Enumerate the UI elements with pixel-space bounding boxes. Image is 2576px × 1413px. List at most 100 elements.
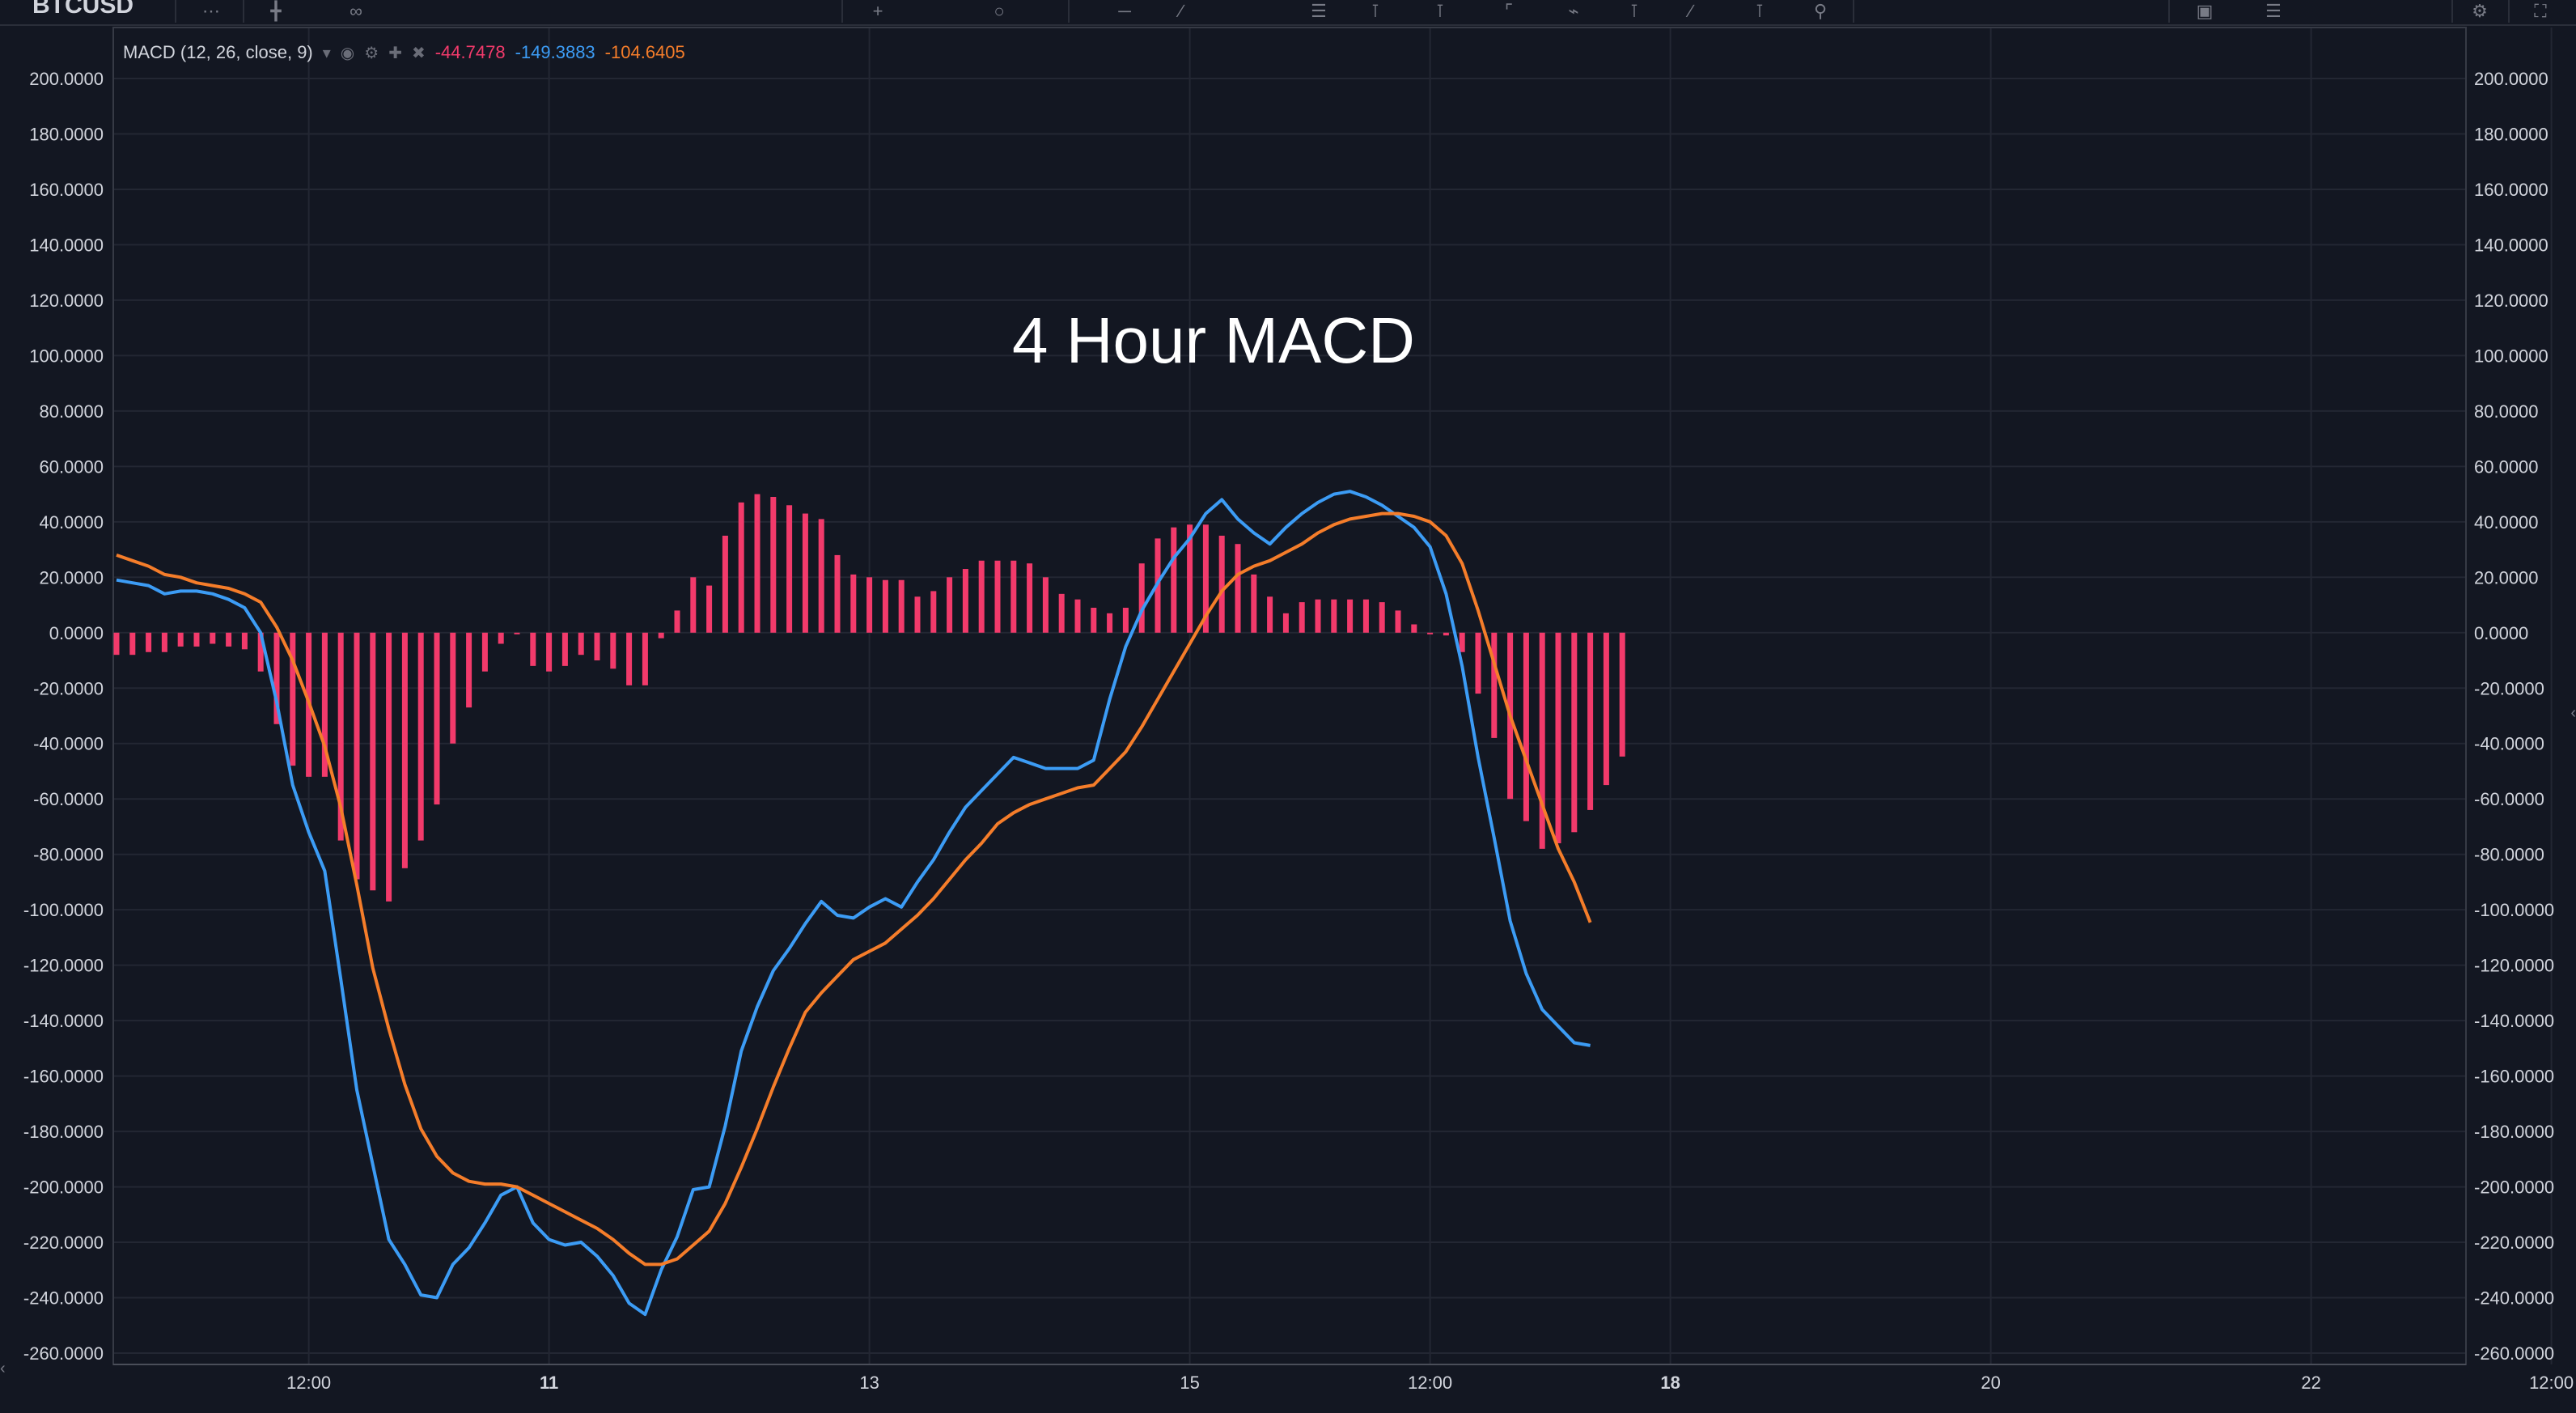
y-tick-label-right: -80.0000 <box>2474 845 2544 865</box>
histogram-bar <box>786 505 793 633</box>
y-tick-label-right: 100.0000 <box>2474 346 2548 366</box>
histogram-bar <box>1074 599 1081 633</box>
eye-icon[interactable]: ◉ <box>340 44 355 62</box>
y-tick-label-right: 180.0000 <box>2474 124 2548 144</box>
histogram-bar <box>1379 602 1385 633</box>
histogram-bar <box>1555 632 1561 843</box>
gear-icon[interactable]: ⚙ <box>2472 1 2488 21</box>
histogram-bar <box>882 579 888 633</box>
y-axis-right[interactable]: 200.0000 180.0000 160.0000 140.0000 120.0000… <box>2474 69 2554 1364</box>
histogram-bar <box>1571 632 1578 833</box>
y-tick-label-left: 20.0000 <box>39 567 104 588</box>
y-tick-label-left: -240.0000 <box>23 1288 104 1309</box>
settings-icon[interactable]: ⚙ <box>364 44 379 62</box>
toolbar-divider <box>2168 0 2170 23</box>
scroll-left-arrow[interactable]: ‹ <box>0 1360 6 1377</box>
toolbar-divider <box>2451 0 2453 23</box>
histogram-value: -44.7478 <box>434 42 506 62</box>
histogram-bar <box>1427 632 1434 634</box>
toolbar-divider <box>1853 0 1854 23</box>
indicator-icon[interactable]: ∞ <box>350 1 362 21</box>
settings-icon[interactable]: ☰ <box>2265 1 2282 21</box>
histogram-bar <box>1282 613 1289 633</box>
histogram-bar <box>594 632 600 661</box>
histogram-bar <box>898 579 905 633</box>
histogram-bar <box>1091 607 1097 633</box>
histogram-bar <box>1138 563 1145 633</box>
horizontal-line-icon[interactable]: ☰ <box>1311 1 1327 21</box>
measure-icon[interactable]: ⌜ <box>1504 1 1514 21</box>
histogram-bar <box>978 560 985 633</box>
scroll-right-arrow[interactable]: ‹ <box>2570 704 2576 722</box>
histogram-bar <box>481 632 488 672</box>
pitchfork-icon[interactable]: ⊺ <box>1371 1 1380 21</box>
signal-line <box>116 511 1592 1267</box>
y-tick-label-right: 60.0000 <box>2474 456 2539 477</box>
histogram-bar <box>1218 535 1225 633</box>
histogram-bar <box>354 632 360 880</box>
histogram-bar <box>1411 624 1417 633</box>
histogram-bar <box>1331 599 1337 633</box>
histogram-bar <box>866 577 873 633</box>
y-tick-label-right: 140.0000 <box>2474 235 2548 255</box>
histogram-bar <box>450 632 456 744</box>
y-tick-label-right: -200.0000 <box>2474 1178 2554 1198</box>
pattern-icon[interactable]: ⊺ <box>1629 1 1639 21</box>
histogram-bar <box>1443 632 1449 636</box>
crosshair-icon[interactable]: + <box>872 1 883 21</box>
trendline-icon[interactable]: ─ <box>1118 1 1131 21</box>
x-tick-label: 20 <box>1981 1373 2000 1393</box>
snapshot-icon[interactable]: ▣ <box>2196 1 2214 21</box>
toolbar-divider <box>841 0 843 23</box>
y-tick-label-right: -260.0000 <box>2474 1343 2554 1364</box>
histogram-bar <box>850 574 857 633</box>
ray-icon[interactable]: ∕ <box>1180 1 1183 21</box>
add-icon[interactable]: ✚ <box>388 44 402 62</box>
fib-icon[interactable]: ⊺ <box>1435 1 1445 21</box>
histogram-bar <box>690 577 697 633</box>
toolbar-divider <box>175 0 176 23</box>
top-toolbar: BTCUSD ⋯ ╋ ∞ + ○ ─ ∕ ☰ ⊺ ⊺ ⌜ ⌁ ⊺ ∕ ⊺ ⚲ ▣… <box>0 0 2576 26</box>
y-tick-label-right: -60.0000 <box>2474 789 2544 809</box>
zoom-icon[interactable]: ⚲ <box>1813 1 1828 21</box>
y-tick-label-left: 60.0000 <box>39 456 104 477</box>
indicator-title[interactable]: MACD (12, 26, close, 9) <box>123 42 313 62</box>
y-tick-label-right: -100.0000 <box>2474 900 2554 920</box>
histogram-bar <box>1347 599 1354 633</box>
histogram-bar <box>530 632 536 666</box>
y-tick-label-right: 0.0000 <box>2474 623 2528 643</box>
histogram-bar <box>466 632 472 708</box>
chevron-down-icon[interactable]: ▾ <box>322 44 331 62</box>
y-tick-label-left: 160.0000 <box>29 180 104 200</box>
fullscreen-icon[interactable]: ⛶ <box>2534 1 2547 21</box>
bar-style-icon[interactable]: ╋ <box>270 1 282 21</box>
histogram-bar <box>1362 599 1369 633</box>
path-icon[interactable]: ⌁ <box>1568 1 1579 21</box>
symbol-label[interactable]: BTCUSD <box>32 0 133 19</box>
histogram-bar <box>1010 560 1017 633</box>
histogram-bar <box>113 632 120 656</box>
histogram-bar <box>1027 563 1033 633</box>
histogram-bar <box>610 632 616 669</box>
chart-title: 4 Hour MACD <box>1012 304 1415 376</box>
y-axis-left[interactable]: 200.0000 180.0000 160.0000 140.0000 120.0000… <box>23 69 104 1364</box>
histogram-bar <box>1251 574 1257 633</box>
prediction-icon[interactable]: ⊺ <box>1755 1 1765 21</box>
histogram-bar <box>417 632 424 841</box>
brush-icon[interactable]: ∕ <box>1689 1 1693 21</box>
y-tick-label-left: -220.0000 <box>23 1233 104 1253</box>
circle-tool-icon[interactable]: ○ <box>994 1 1005 21</box>
histogram-bar <box>1058 593 1065 633</box>
interval-icon[interactable]: ⋯ <box>202 1 220 21</box>
histogram-bar <box>802 513 808 633</box>
close-icon[interactable]: ✖ <box>411 44 426 62</box>
indicator-legend: MACD (12, 26, close, 9) ▾ ◉ ⚙ ✚ ✖ -44.74… <box>123 40 685 65</box>
histogram-bar <box>818 519 824 633</box>
y-tick-label-left: 100.0000 <box>29 346 104 366</box>
histogram-bar <box>273 632 280 724</box>
histogram-bar <box>1267 596 1273 633</box>
x-tick-label: 11 <box>540 1373 558 1393</box>
histogram-bar <box>994 560 1001 633</box>
